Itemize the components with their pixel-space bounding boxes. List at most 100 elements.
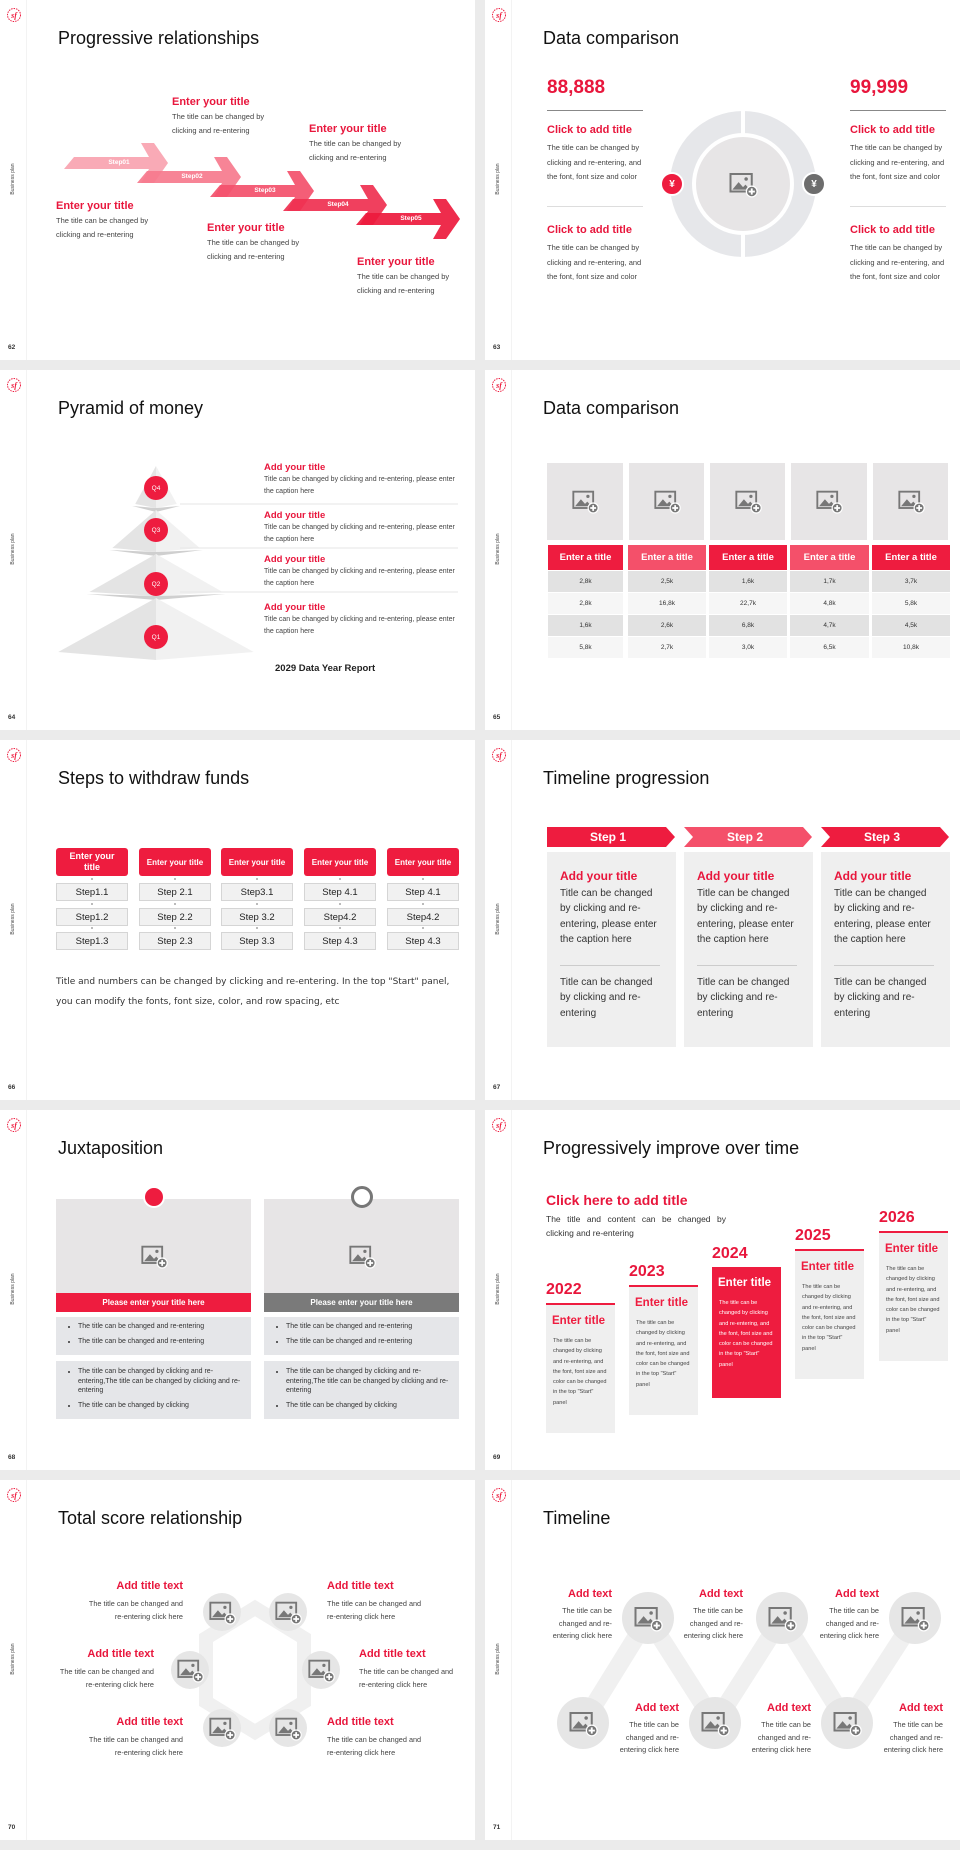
divider: [850, 206, 946, 207]
item-title[interactable]: Enter your title: [357, 256, 435, 268]
card-title[interactable]: Enter title: [552, 1315, 606, 1327]
image-placeholder-icon[interactable]: [832, 1708, 862, 1738]
divider: [697, 965, 797, 966]
item-title[interactable]: Click to add title: [850, 224, 935, 236]
image-placeholder[interactable]: [710, 463, 785, 540]
step-box[interactable]: Step3.1: [221, 883, 293, 901]
step-box[interactable]: Step 3.2: [221, 908, 293, 926]
item-title[interactable]: Click to add title: [547, 224, 632, 236]
card-title[interactable]: Add your title: [560, 869, 638, 883]
image-placeholder[interactable]: [791, 463, 867, 540]
image-placeholder-icon[interactable]: [900, 1603, 930, 1633]
item-title[interactable]: Add text: [699, 1588, 743, 1600]
image-placeholder-icon[interactable]: [734, 487, 762, 515]
image-placeholder-icon[interactable]: [208, 1598, 236, 1626]
step-box[interactable]: Step 4.1: [387, 883, 459, 901]
item-title[interactable]: Click to add title: [850, 124, 935, 136]
step-label: Step01: [108, 159, 130, 166]
column-header[interactable]: Enter your title: [56, 848, 128, 876]
step-box[interactable]: Step 2.1: [139, 883, 211, 901]
item-title[interactable]: Enter your title: [309, 123, 387, 135]
step-box[interactable]: Step1.3: [56, 932, 128, 950]
image-placeholder-icon[interactable]: [728, 169, 758, 199]
image-placeholder-icon[interactable]: [633, 1603, 663, 1633]
panel-title-bar[interactable]: Please enter your title here: [264, 1293, 459, 1312]
item-title[interactable]: Add title text: [359, 1648, 426, 1660]
step-box[interactable]: Step 4.3: [387, 932, 459, 950]
slide-63[interactable]: sf Business plan 63 Data comparison ¥ ¥88,888…: [485, 0, 960, 360]
item-title[interactable]: Add title text: [87, 1648, 154, 1660]
slide-68[interactable]: sf Business plan 68 Juxtaposition Please ent…: [0, 1110, 475, 1470]
slide-71[interactable]: sf Business plan 71 Timeline Add text The tit…: [485, 1480, 960, 1840]
image-placeholder[interactable]: [629, 463, 704, 540]
step-box[interactable]: Step 4.3: [304, 932, 376, 950]
company-logo: sf: [6, 1117, 22, 1133]
item-title[interactable]: Add text: [899, 1702, 943, 1714]
image-placeholder[interactable]: [873, 463, 948, 540]
card-title[interactable]: Enter title: [885, 1243, 939, 1255]
item-title[interactable]: Add text: [568, 1588, 612, 1600]
card-title[interactable]: Add your title: [697, 869, 775, 883]
step-box[interactable]: Step1.1: [56, 883, 128, 901]
column-header[interactable]: Enter your title: [387, 848, 459, 876]
item-title[interactable]: Add text: [767, 1702, 811, 1714]
item-desc: The title can be changed and re-entering…: [751, 1720, 811, 1755]
column-header[interactable]: Enter your title: [221, 848, 293, 876]
slide-65[interactable]: sf Business plan 65 Data comparison Enter a …: [485, 370, 960, 730]
image-placeholder-icon[interactable]: [176, 1656, 204, 1684]
step-box[interactable]: Step 2.2: [139, 908, 211, 926]
item-title[interactable]: Add title text: [116, 1580, 183, 1592]
image-placeholder-icon[interactable]: [274, 1714, 302, 1742]
card-title[interactable]: Enter title: [635, 1297, 689, 1309]
slide-67[interactable]: sf Business plan 67 Timeline progression Ste…: [485, 740, 960, 1100]
section-heading[interactable]: Click here to add title: [546, 1192, 688, 1208]
image-placeholder-icon[interactable]: [568, 1708, 598, 1738]
image-placeholder-icon[interactable]: [815, 487, 843, 515]
column-header[interactable]: Enter your title: [139, 848, 211, 876]
item-title[interactable]: Click to add title: [547, 124, 632, 136]
step-arrow: [356, 199, 460, 239]
image-placeholder-icon[interactable]: [653, 487, 681, 515]
image-placeholder-icon[interactable]: [348, 1242, 376, 1270]
slide-66[interactable]: sf Business plan 66 Steps to withdraw funds…: [0, 740, 475, 1100]
image-placeholder-icon[interactable]: [307, 1656, 335, 1684]
slide-69[interactable]: sf Business plan 69 Progressively improve o…: [485, 1110, 960, 1470]
table-cell: 2,7k: [627, 637, 706, 658]
image-placeholder-icon[interactable]: [897, 487, 925, 515]
item-title[interactable]: Add text: [635, 1702, 679, 1714]
step-box[interactable]: Step4.2: [304, 908, 376, 926]
image-placeholder-icon[interactable]: [700, 1708, 730, 1738]
image-placeholder[interactable]: [547, 463, 623, 540]
image-placeholder-icon[interactable]: [274, 1598, 302, 1626]
item-title[interactable]: Add title text: [327, 1580, 394, 1592]
connector-dot: [174, 927, 176, 929]
item-title[interactable]: Add your title: [264, 602, 326, 613]
item-title[interactable]: Enter your title: [56, 200, 134, 212]
slide-title: Timeline progression: [543, 768, 710, 788]
item-title[interactable]: Add your title: [264, 554, 326, 565]
item-title[interactable]: Add your title: [264, 462, 326, 473]
card-title[interactable]: Add your title: [834, 869, 912, 883]
card-title[interactable]: Enter title: [718, 1277, 772, 1289]
step-box[interactable]: Step4.2: [387, 908, 459, 926]
image-placeholder-icon[interactable]: [571, 487, 599, 515]
item-title[interactable]: Enter your title: [172, 96, 250, 108]
item-title[interactable]: Add title text: [116, 1716, 183, 1728]
step-box[interactable]: Step 2.3: [139, 932, 211, 950]
slide-70[interactable]: sf Business plan 70 Total score relationshi…: [0, 1480, 475, 1840]
slide-62[interactable]: sf Business plan 62 Progressive relationshi…: [0, 0, 475, 360]
step-box[interactable]: Step 4.1: [304, 883, 376, 901]
image-placeholder-icon[interactable]: [208, 1714, 236, 1742]
image-placeholder-icon[interactable]: [140, 1242, 168, 1270]
card-title[interactable]: Enter title: [801, 1261, 855, 1273]
image-placeholder-icon[interactable]: [767, 1603, 797, 1633]
slide-64[interactable]: sf Business plan 64 Pyramid of money Q4 Q3 Q2 Q…: [0, 370, 475, 730]
item-title[interactable]: Add your title: [264, 510, 326, 521]
column-header[interactable]: Enter your title: [304, 848, 376, 876]
step-box[interactable]: Step1.2: [56, 908, 128, 926]
item-title[interactable]: Enter your title: [207, 222, 285, 234]
step-box[interactable]: Step 3.3: [221, 932, 293, 950]
item-title[interactable]: Add title text: [327, 1716, 394, 1728]
panel-title-bar[interactable]: Please enter your title here: [56, 1293, 251, 1312]
item-title[interactable]: Add text: [835, 1588, 879, 1600]
